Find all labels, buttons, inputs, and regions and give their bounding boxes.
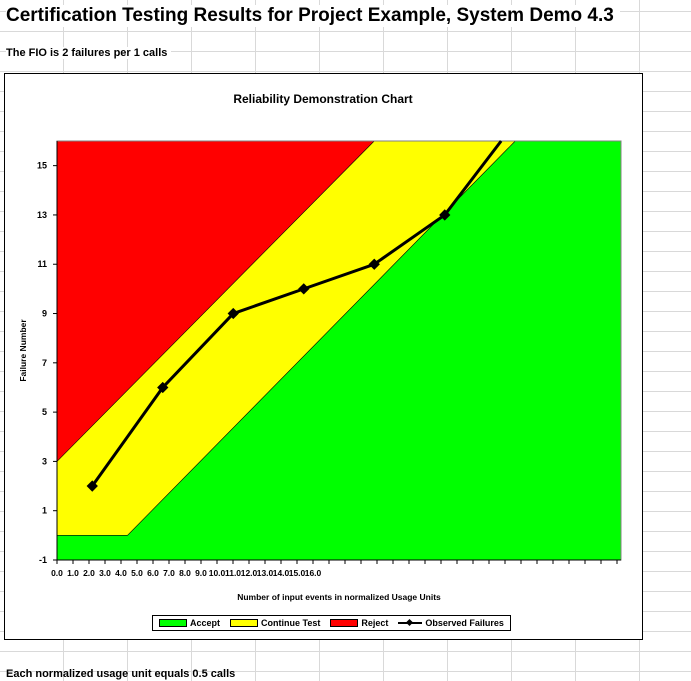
y-tick-label: 11	[37, 259, 47, 269]
observed-failure-point	[368, 258, 380, 270]
legend-item: Reject	[330, 618, 388, 628]
y-tick-label: 9	[42, 309, 47, 319]
y-tick-label: 15	[37, 161, 47, 171]
x-tick-label: 12.0	[241, 568, 258, 578]
observed-failure-point	[227, 307, 239, 320]
legend-label: Continue Test	[261, 618, 321, 628]
x-tick-label: 11.0	[225, 568, 241, 578]
x-tick-label: 14.0	[273, 568, 290, 578]
legend-label: Observed Failures	[425, 618, 504, 628]
x-tick-label: 9.0	[195, 568, 207, 578]
x-tick-label: 4.0	[115, 568, 127, 578]
y-tick-label: 7	[42, 358, 47, 368]
y-tick-label: -1	[39, 555, 47, 565]
chart-legend[interactable]: Accept Continue Test Reject Observed Failur…	[152, 615, 511, 631]
x-tick-label: 16.0	[305, 568, 322, 578]
legend-label: Accept	[190, 618, 221, 628]
legend-item: Continue Test	[230, 618, 320, 628]
observed-failure-point	[439, 209, 451, 221]
reject-boundary-line	[56, 140, 375, 462]
usage-unit-note: Each normalized usage unit equals 0.5 ca…	[6, 668, 236, 680]
x-tick-label: 8.0	[179, 568, 191, 578]
x-tick-label: 2.0	[83, 568, 95, 578]
x-tick-label: 6.0	[147, 568, 159, 578]
chart-title: Reliability Demonstration Chart	[233, 92, 412, 106]
chart-container[interactable]: Reliability Demonstration Chart -1 1 3 5 7 9 11…	[4, 73, 643, 640]
x-tick-label: 7.0	[163, 568, 175, 578]
accept-boundary-line	[57, 140, 516, 536]
fio-text: The FIO is 2 failures per 1 calls	[6, 47, 172, 59]
observed-failure-point	[157, 381, 169, 394]
legend-item: Observed Failures	[398, 618, 504, 628]
y-tick-label: 3	[42, 456, 47, 466]
continue-region	[57, 141, 516, 536]
legend-swatch	[159, 619, 187, 627]
x-tick-label: 5.0	[131, 568, 143, 578]
x-tick-label: 13.0	[257, 568, 274, 578]
page-title: Certification Testing Results for Projec…	[6, 5, 620, 27]
legend-swatch	[230, 619, 259, 627]
x-tick-label: 10.0	[209, 568, 226, 578]
legend-label: Reject	[361, 618, 389, 628]
x-tick-label: 15.0	[289, 568, 306, 578]
legend-item: Accept	[159, 618, 220, 628]
y-tick-label: 5	[42, 407, 47, 417]
x-tick-label: 1.0	[67, 568, 79, 578]
observed-failure-point	[298, 283, 310, 295]
y-tick-label: 13	[37, 210, 47, 220]
legend-swatch	[330, 619, 359, 627]
x-tick-label: 0.0	[51, 568, 63, 578]
legend-line-symbol	[398, 619, 423, 627]
x-tick-label: 3.0	[99, 568, 111, 578]
y-tick-label: 1	[42, 506, 47, 516]
accept-region	[57, 141, 621, 560]
x-axis-label: Number of input events in normalized Usa…	[237, 592, 441, 602]
reliability-chart: Reliability Demonstration Chart-11357911…	[18, 92, 622, 602]
y-axis-label: Failure Number	[18, 319, 28, 382]
